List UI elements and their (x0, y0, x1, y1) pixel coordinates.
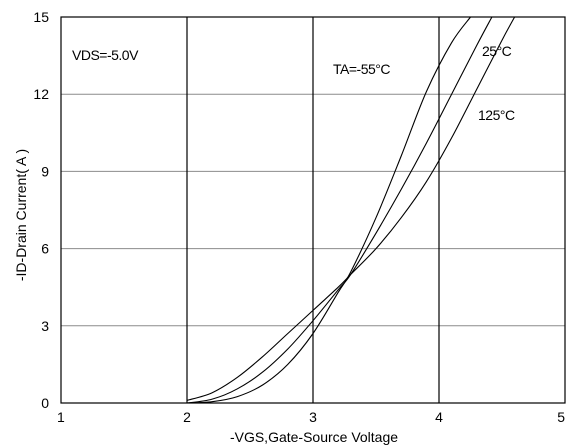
grid-lines (61, 17, 565, 403)
x-tick-label: 5 (557, 409, 565, 425)
x-tick-label: 3 (309, 409, 317, 425)
y-tick-label: 3 (41, 318, 49, 334)
y-tick-label: 0 (41, 395, 49, 411)
y-tick-label: 9 (41, 163, 49, 179)
t25-annotation: 25°C (482, 43, 512, 59)
y-tick-label: 6 (41, 241, 49, 257)
series-lines (186, 16, 516, 404)
series-line-25c (186, 16, 493, 404)
series-line-125c (186, 16, 516, 401)
x-axis-title: -VGS,Gate-Source Voltage (230, 429, 398, 445)
plot-frame (60, 16, 566, 404)
vds-annotation: VDS=-5.0V (72, 47, 139, 63)
x-tick-label: 4 (435, 409, 443, 425)
y-tick-label: 12 (33, 86, 49, 102)
y-tick-label: 15 (33, 9, 49, 25)
x-tick-label: 2 (183, 409, 191, 425)
t125-annotation: 125°C (478, 107, 515, 123)
ta-minus55-annotation: TA=-55°C (333, 61, 390, 77)
y-axis-title: -ID-Drain Current( A ) (13, 149, 29, 281)
x-tick-label: 1 (57, 409, 65, 425)
series-line-55c (186, 16, 471, 404)
